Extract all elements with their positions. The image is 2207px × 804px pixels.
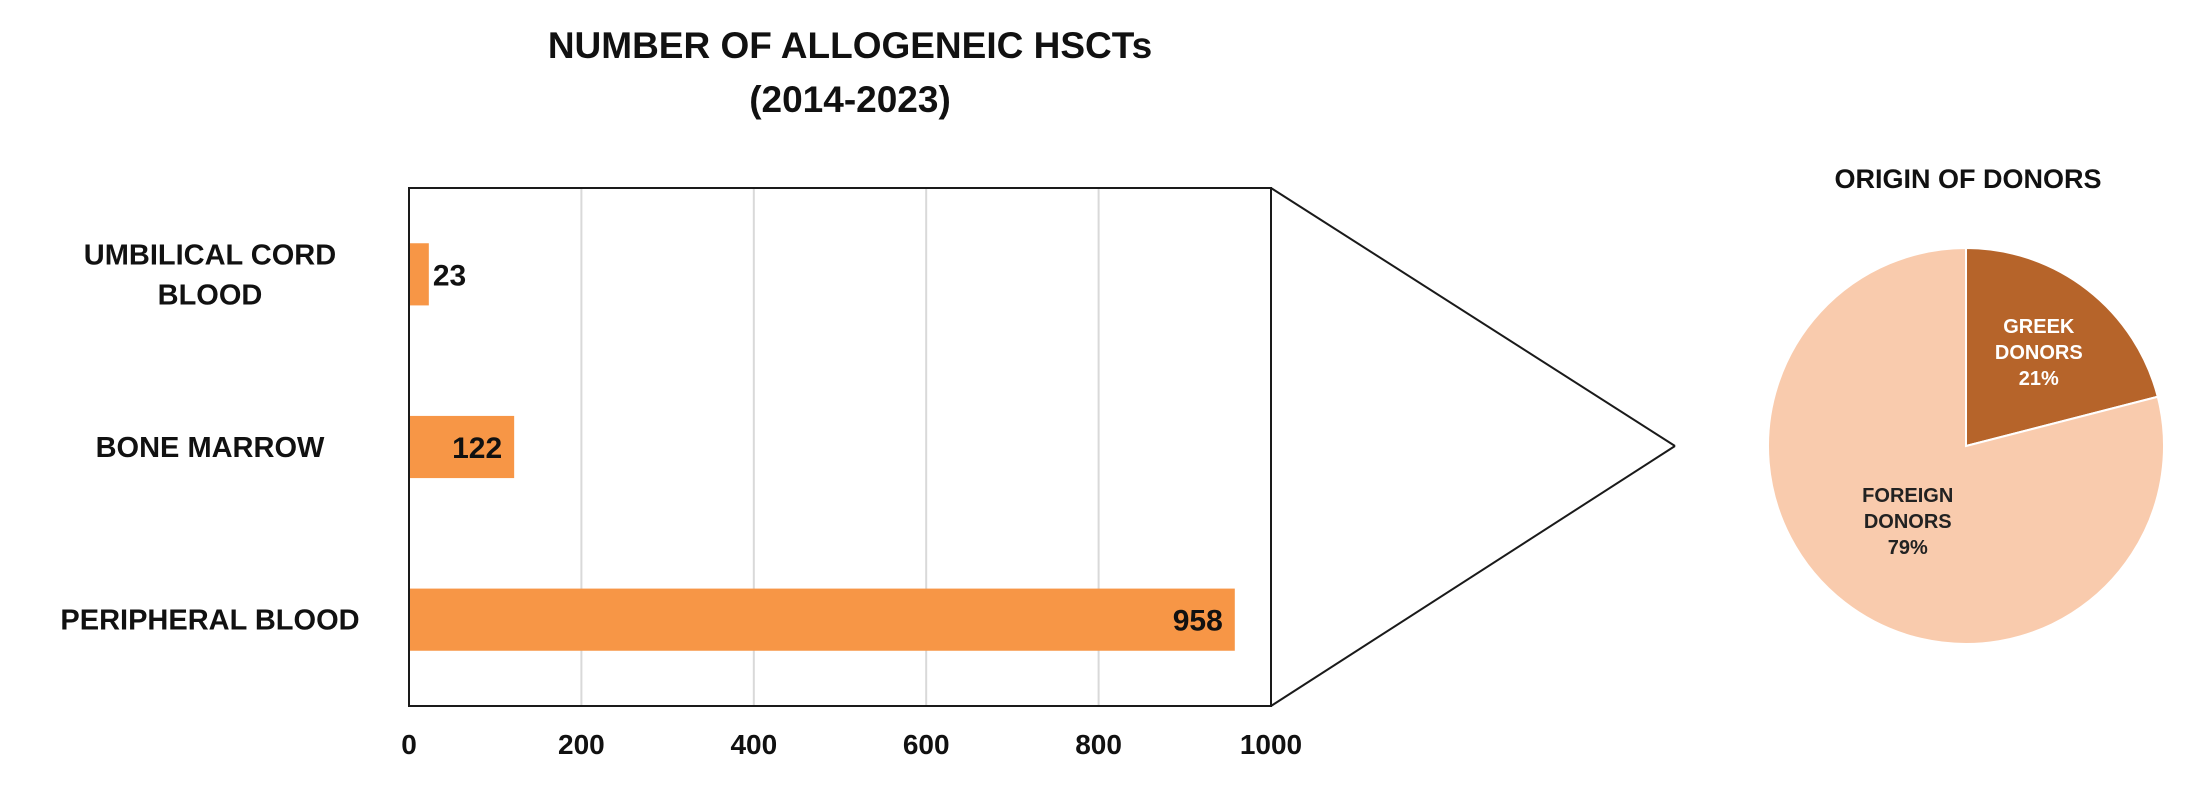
pie-label-1: FOREIGN DONORS 79% <box>1862 485 1953 559</box>
pie-chart-title: ORIGIN OF DONORS <box>1834 164 2101 194</box>
pie-label-0: GREEK DONORS 21% <box>1995 316 2083 390</box>
connector-line-bottom <box>1270 445 1676 707</box>
plot-area-border <box>408 187 1272 707</box>
x-tick-label-0: 0 <box>401 729 417 760</box>
x-tick-label-200: 200 <box>558 729 605 760</box>
x-tick-label-600: 600 <box>903 729 950 760</box>
bar-data-labels: 23 122 958 <box>433 259 1223 637</box>
pie-slice-labels: GREEK DONORS 21% FOREIGN DONORS 79% <box>1862 316 2083 559</box>
data-label-1: 122 <box>452 432 502 465</box>
pie-slice-1 <box>1767 246 2165 645</box>
x-tick-label-400: 400 <box>730 729 777 760</box>
category-label-1: BONE MARROW <box>96 432 325 464</box>
pie-slice-0 <box>1965 246 2159 448</box>
x-axis-tick-labels: 0 200 400 600 800 1000 <box>401 729 1302 760</box>
bar-series <box>409 243 1235 651</box>
data-label-2: 958 <box>1173 605 1223 638</box>
category-label-2: PERIPHERAL BLOOD <box>60 605 359 637</box>
bar-chart-title: NUMBER OF ALLOGENEIC HSCTs <box>548 25 1152 66</box>
bar-0 <box>409 243 429 306</box>
category-labels: UMBILICAL CORD BLOOD BONE MARROW PERIPHERAL… <box>60 239 359 636</box>
bar-1 <box>409 415 515 479</box>
connector-line-top <box>1270 187 1676 447</box>
bar-chart-subtitle: (2014-2023) <box>749 79 951 120</box>
category-label-0: UMBILICAL CORD BLOOD <box>84 239 336 311</box>
x-tick-label-1000: 1000 <box>1240 729 1302 760</box>
x-tick-label-800: 800 <box>1075 729 1122 760</box>
data-label-0: 23 <box>433 259 466 292</box>
bar-2 <box>409 588 1235 651</box>
pie-slices <box>1767 246 2165 645</box>
